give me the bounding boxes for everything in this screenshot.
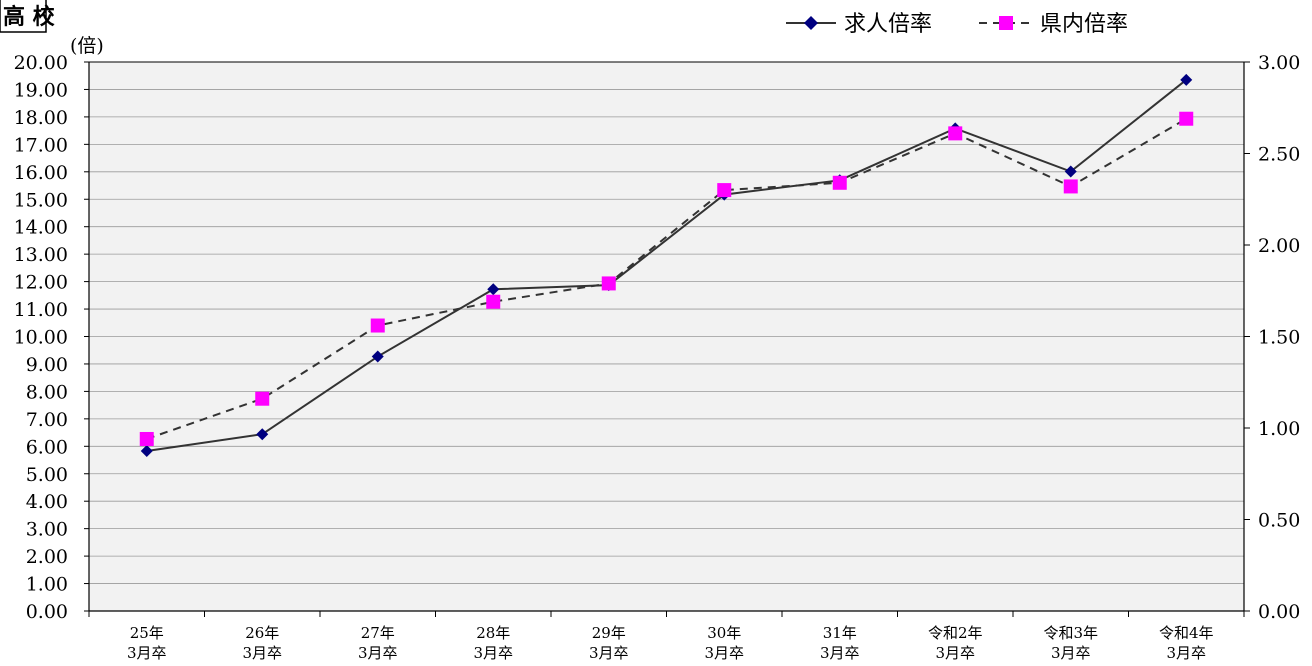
right-tick-label: 1.00 xyxy=(1258,418,1300,440)
data-point-2 xyxy=(139,431,154,446)
x-tick-label: 令和2年 3月卒 xyxy=(928,624,983,662)
left-tick-label: 17.00 xyxy=(14,134,68,156)
data-point-2 xyxy=(832,175,847,190)
left-tick-label: 0.00 xyxy=(26,601,68,623)
data-point-2 xyxy=(486,294,501,309)
series-line-1 xyxy=(146,79,1187,452)
left-tick-label: 19.00 xyxy=(14,79,68,101)
data-point-1 xyxy=(371,350,384,363)
corner-label-box xyxy=(0,0,47,33)
left-tick-label: 15.00 xyxy=(14,189,68,211)
left-tick-label: 10.00 xyxy=(14,327,68,349)
x-tick-label: 26年 3月卒 xyxy=(242,624,282,662)
right-tick-label: 0.50 xyxy=(1258,510,1300,532)
data-point-2 xyxy=(370,318,385,333)
data-point-1 xyxy=(1180,73,1193,86)
data-point-2 xyxy=(601,276,616,291)
legend-label-1: 求人倍率 xyxy=(844,12,932,37)
data-point-1 xyxy=(140,444,153,457)
left-tick-label: 2.00 xyxy=(26,546,68,568)
data-point-2 xyxy=(1063,179,1078,194)
y-axis-unit: (倍) xyxy=(70,35,104,57)
x-tick-label: 27年 3月卒 xyxy=(358,624,398,662)
corner-label-text: 高 校 xyxy=(3,4,56,30)
left-tick-label: 8.00 xyxy=(26,381,68,403)
x-tick-label: 31年 3月卒 xyxy=(820,624,860,662)
left-y-axis-ticks: 0.00 1.00 2.00 3.00 4.00 5.00 6.00 7.00 8.00 9.00… xyxy=(14,52,89,623)
data-point-1 xyxy=(487,283,500,296)
left-tick-label: 1.00 xyxy=(26,574,68,596)
right-tick-label: 0.00 xyxy=(1258,601,1300,623)
left-tick-label: 4.00 xyxy=(26,491,68,513)
left-tick-label: 9.00 xyxy=(26,354,68,376)
gridlines xyxy=(89,89,1244,584)
x-tick-label: 30年 3月卒 xyxy=(704,624,744,662)
x-tick-label: 令和4年 3月卒 xyxy=(1159,624,1214,662)
corner-label: 高 校 xyxy=(0,0,56,33)
legend-marker-2 xyxy=(999,16,1013,30)
x-tick-label: 28年 3月卒 xyxy=(473,624,513,662)
left-tick-label: 18.00 xyxy=(14,107,68,129)
left-tick-label: 16.00 xyxy=(14,162,68,184)
legend-label-2: 県内倍率 xyxy=(1040,12,1128,37)
left-tick-label: 13.00 xyxy=(14,244,68,266)
left-tick-label: 20.00 xyxy=(14,52,68,74)
left-tick-label: 7.00 xyxy=(26,409,68,431)
left-tick-label: 14.00 xyxy=(14,217,68,239)
left-tick-label: 5.00 xyxy=(26,464,68,486)
x-tick-label: 25年 3月卒 xyxy=(127,624,167,662)
data-point-2 xyxy=(717,183,732,198)
data-point-2 xyxy=(1179,111,1194,126)
left-tick-label: 6.00 xyxy=(26,436,68,458)
right-tick-label: 3.00 xyxy=(1258,52,1300,74)
right-tick-label: 2.00 xyxy=(1258,235,1300,257)
legend-marker-1 xyxy=(804,16,818,30)
legend: 求人倍率 県内倍率 xyxy=(786,12,1128,37)
x-tick-label: 令和3年 3月卒 xyxy=(1043,624,1098,662)
x-axis-ticks: 25年 3月卒 26年 3月卒 27年 3月卒 28年 3月卒 29年 3月卒 30年 3月卒 31年 3… xyxy=(88,611,1245,662)
data-point-2 xyxy=(948,126,963,141)
left-tick-label: 11.00 xyxy=(14,299,68,321)
data-point-1 xyxy=(256,428,269,441)
right-y-axis-ticks: 0.00 0.50 1.00 1.50 2.00 2.50 3.00 xyxy=(1244,52,1300,623)
right-tick-label: 2.50 xyxy=(1258,144,1300,166)
data-point-2 xyxy=(255,391,270,406)
right-tick-label: 1.50 xyxy=(1258,327,1300,349)
data-point-1 xyxy=(1064,165,1077,178)
left-tick-label: 12.00 xyxy=(14,272,68,294)
legend-item-1: 求人倍率 xyxy=(786,12,932,37)
series xyxy=(139,73,1194,457)
x-tick-label: 29年 3月卒 xyxy=(589,624,629,662)
legend-item-2: 県内倍率 xyxy=(979,12,1128,37)
left-tick-label: 3.00 xyxy=(26,519,68,541)
